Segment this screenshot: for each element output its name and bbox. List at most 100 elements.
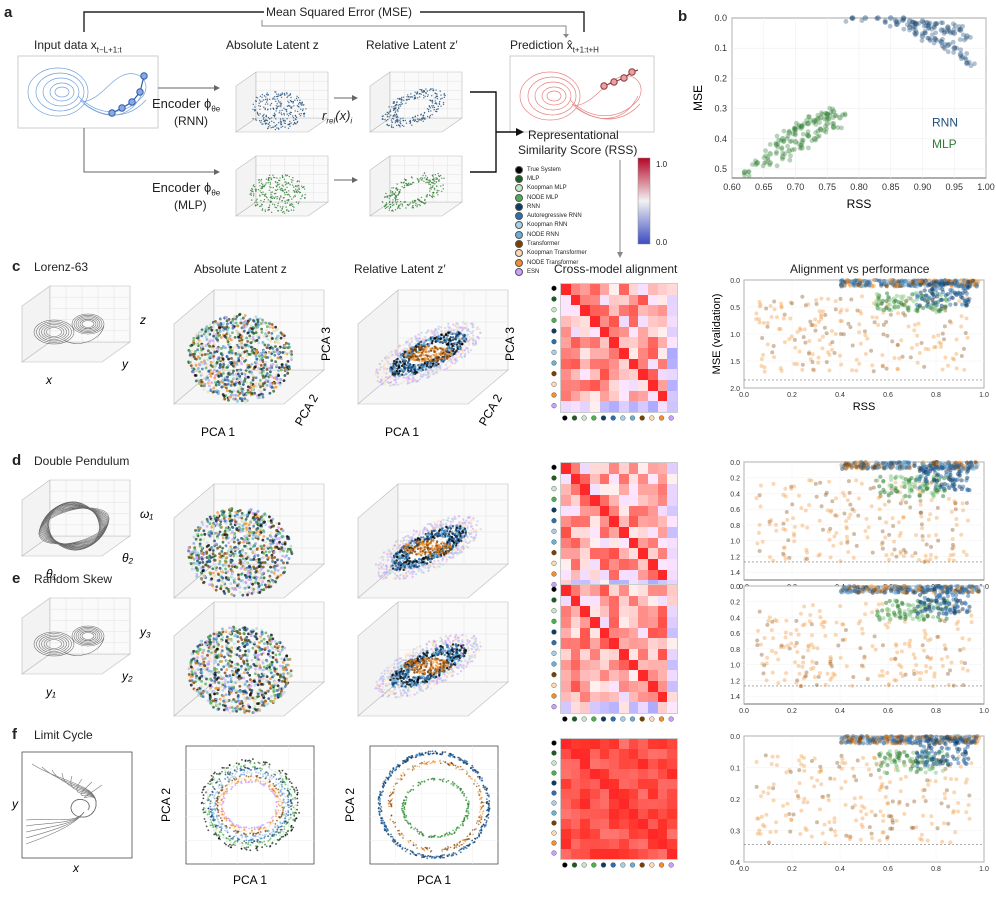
latent-point <box>410 379 412 381</box>
latent-point <box>234 318 237 321</box>
latent-point <box>260 393 263 396</box>
b-point <box>964 51 969 56</box>
latent-point <box>243 397 246 400</box>
latent-point <box>405 377 407 379</box>
latent-point <box>387 355 389 357</box>
b-point <box>849 16 854 21</box>
perf-point <box>918 303 922 307</box>
latent-point <box>212 387 215 390</box>
perf-point <box>868 281 872 285</box>
latent-point <box>246 393 249 396</box>
latent-point <box>284 374 287 377</box>
latent-point <box>438 328 440 330</box>
perf-point <box>897 356 901 360</box>
perf-point <box>907 325 911 329</box>
latent-point <box>223 335 226 338</box>
latent-point <box>276 559 279 562</box>
b-point <box>815 134 820 139</box>
perf-point <box>854 369 858 373</box>
b-point <box>920 38 925 43</box>
latent-point <box>258 334 261 337</box>
perf-point <box>803 341 807 345</box>
latent-point <box>440 369 442 371</box>
latent-point <box>446 343 448 345</box>
latent-point <box>261 539 264 542</box>
latent-point <box>238 339 241 342</box>
latent-point <box>209 372 212 375</box>
latent-point <box>218 334 221 337</box>
latent-point <box>214 374 217 377</box>
perf-point <box>910 346 914 350</box>
latent-point <box>434 364 436 366</box>
latent-point <box>380 366 382 368</box>
latent-point <box>192 343 195 346</box>
latent-point <box>275 329 278 332</box>
perf-point <box>892 356 896 360</box>
latent-point <box>218 326 221 329</box>
latent-point <box>272 330 275 333</box>
latent-point <box>236 333 239 336</box>
latent-point <box>424 357 426 359</box>
perf-point <box>951 296 955 300</box>
perf-point <box>919 290 923 294</box>
perf-point <box>895 367 899 371</box>
latent-point <box>217 390 220 393</box>
perf-point <box>856 283 860 287</box>
latent-point <box>228 390 231 393</box>
latent-point <box>440 326 442 328</box>
latent-point <box>196 333 199 336</box>
perf-point <box>881 308 885 312</box>
b-point <box>754 162 759 167</box>
perf-point <box>834 307 838 311</box>
b-point <box>799 123 804 128</box>
perf-point <box>917 322 921 326</box>
latent-point <box>250 371 253 374</box>
latent-point <box>255 376 258 379</box>
perf-point <box>957 299 961 303</box>
latent-point <box>393 379 395 381</box>
b-point <box>905 22 910 27</box>
latent-point <box>462 351 464 353</box>
latent-point <box>206 525 209 528</box>
perf-point <box>872 369 876 373</box>
heatmap-col-marker <box>620 416 625 421</box>
latent-point <box>215 333 218 336</box>
latent-point <box>255 579 258 582</box>
perf-point <box>874 299 878 303</box>
heatmap-row-marker <box>552 350 557 355</box>
b-point <box>893 17 898 22</box>
latent-point <box>195 364 198 367</box>
latent-point <box>260 328 263 331</box>
perf-point <box>896 343 900 347</box>
perf-point <box>916 361 920 365</box>
heatmap-col-marker <box>582 416 587 421</box>
latent-point <box>200 335 203 338</box>
latent-point <box>393 370 395 372</box>
latent-point <box>253 349 256 352</box>
latent-point <box>381 376 383 378</box>
latent-point <box>190 364 193 367</box>
latent-point <box>242 527 245 530</box>
latent-point <box>270 332 273 335</box>
latent-point <box>254 354 257 357</box>
latent-point <box>379 363 381 365</box>
perf-point <box>810 323 814 327</box>
latent-point <box>470 323 472 325</box>
b-point <box>843 111 848 116</box>
perf-point <box>899 295 903 299</box>
latent-point <box>441 353 443 355</box>
latent-point <box>415 355 417 357</box>
perf-point <box>963 298 967 302</box>
perf-point <box>922 365 926 369</box>
latent-point <box>405 373 407 375</box>
latent-point <box>215 329 218 332</box>
latent-point <box>269 392 272 395</box>
latent-point <box>437 363 439 365</box>
latent-point <box>273 354 276 357</box>
latent-point <box>479 332 481 334</box>
latent-point <box>268 515 271 518</box>
latent-point <box>478 328 480 330</box>
latent-point <box>231 327 234 330</box>
legend-label: Koopman Transformer <box>527 250 587 256</box>
